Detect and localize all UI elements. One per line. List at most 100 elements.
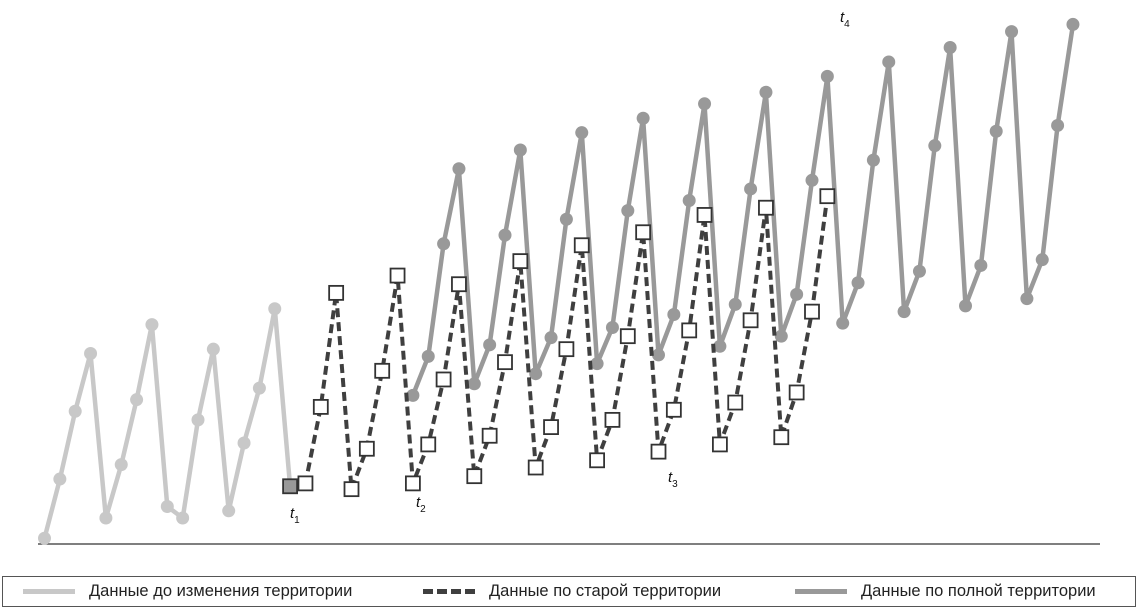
point-full [483,338,497,352]
point-before [84,346,98,360]
point-old [696,207,713,223]
point-full [406,388,420,402]
point-before [53,472,67,486]
point-full [912,264,926,278]
legend-item-before: Данные до изменения территории [23,577,352,606]
point-old [358,440,375,457]
point-full [1035,253,1049,267]
time-label-t4: t4 [840,9,850,30]
point-old [681,322,698,339]
point-full [774,329,788,343]
chart-plot: t1 t2 t3 t4 [38,9,1100,545]
point-old [512,253,529,270]
point-old [481,427,498,444]
legend-swatch-full [795,589,847,594]
point-old [435,371,452,388]
point-old [451,276,467,293]
series-line-full [410,24,1076,397]
point-full [744,182,758,196]
point-old [819,188,836,205]
point-old [604,411,621,428]
point-full [851,276,865,290]
time-label-t2: t2 [416,494,426,515]
point-full [897,305,911,319]
point-old [665,401,682,418]
point-before [268,302,282,316]
point-full [1051,118,1065,132]
point-full [437,237,451,251]
point-old [589,452,605,469]
point-full [759,85,773,99]
time-label-t3: t3 [668,469,678,490]
point-full [943,41,957,55]
point-full [452,162,466,176]
point-before [237,436,251,450]
point-before [222,504,236,518]
legend-label-old: Данные по старой территории [489,582,722,600]
point-old [758,199,774,216]
legend-label-full: Данные по полной территории [861,582,1096,600]
point-full [989,124,1003,138]
point-old [343,481,360,498]
point-old [650,443,667,460]
point-full [820,69,834,83]
point-full [974,258,988,272]
point-full [1066,17,1080,31]
point-old [282,478,299,495]
point-full [1020,292,1034,306]
point-before [130,393,144,407]
point-old [788,384,805,401]
point-full [667,308,681,322]
point-old [297,475,314,492]
point-old [742,312,759,329]
point-full [467,377,481,391]
legend-item-full: Данные по полной территории [795,577,1096,606]
point-full [559,212,573,226]
point-full [498,228,512,242]
point-old [558,341,575,358]
point-old [712,436,728,453]
point-old [420,436,437,453]
point-before [145,318,159,332]
point-full [728,297,742,311]
point-before [114,458,128,472]
series-full [406,17,1080,402]
point-full [1005,25,1019,39]
point-old [374,362,391,379]
point-full [713,339,727,353]
point-full [959,299,972,313]
point-full [836,316,850,330]
point-before [252,381,266,395]
legend-item-old: Данные по старой территории [423,577,721,606]
point-full [513,143,527,157]
point-full [636,111,650,125]
point-full [544,331,558,345]
point-old [328,284,345,301]
point-full [698,97,712,111]
point-full [590,357,604,371]
point-old [497,354,513,371]
point-old [543,419,559,435]
point-full [805,173,819,187]
series-before [38,302,297,545]
point-before [38,531,51,545]
point-old [527,459,544,476]
point-old [312,398,329,415]
point-before [206,342,220,356]
point-before [99,511,113,525]
point-full [682,194,696,208]
point-full [882,55,896,69]
point-before [68,404,82,418]
point-full [866,153,880,167]
point-full [421,349,435,363]
point-old [466,468,483,485]
legend: Данные до изменения территории Данные по… [2,576,1136,607]
point-old [773,429,790,446]
time-label-t1: t1 [290,505,300,526]
point-full [928,139,942,153]
point-before [191,413,205,427]
point-old [635,224,652,241]
point-full [575,126,589,140]
point-full [652,348,665,362]
point-old [389,267,406,284]
